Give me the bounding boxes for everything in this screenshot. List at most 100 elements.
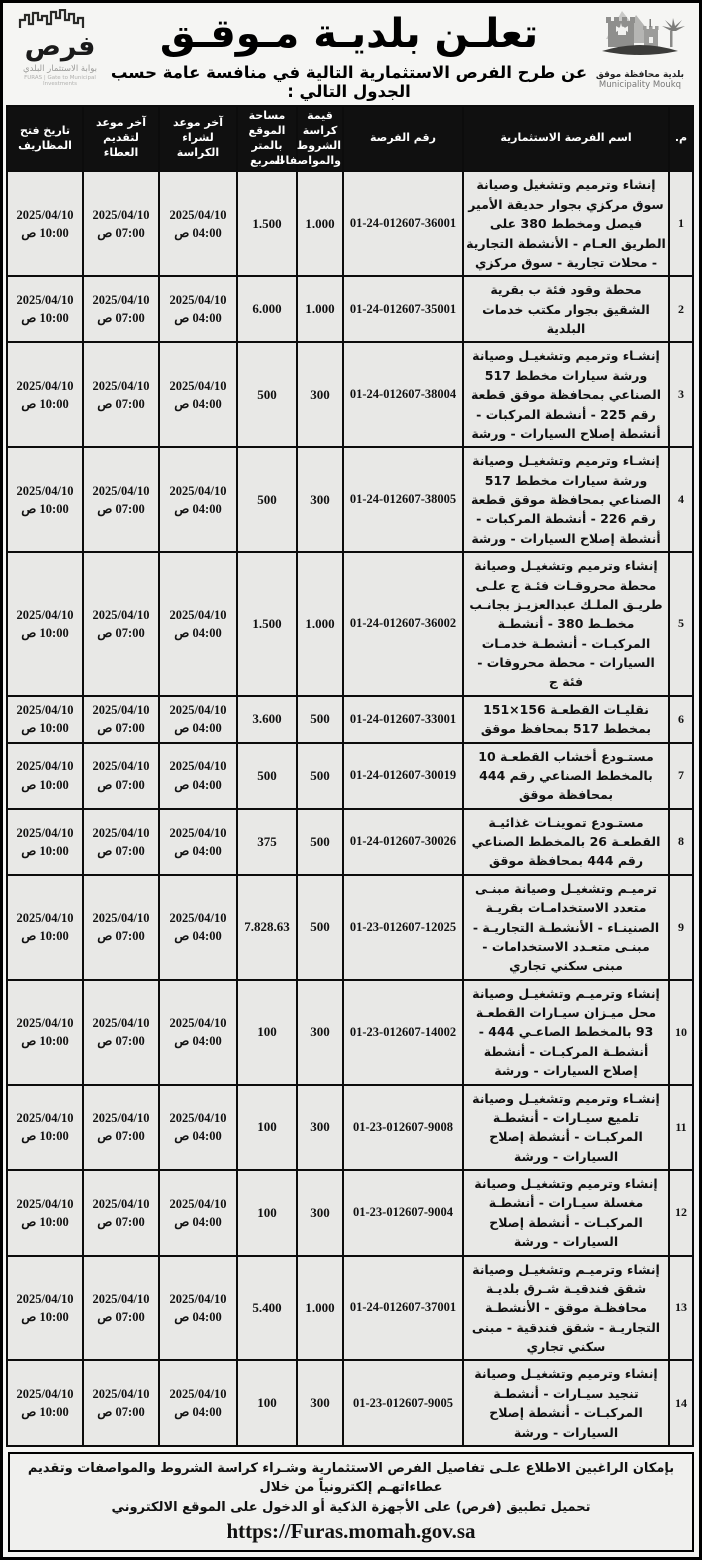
bid-submission-deadline-cell: 2025/04/10 07:00 ص xyxy=(82,170,160,278)
booklet-value-cell: 1.000 xyxy=(296,551,344,697)
deadline-date: 2025/04/10 xyxy=(169,703,227,717)
deadline-time: 10:00 ص xyxy=(21,311,69,326)
col-header-buy-deadline: آخر موعد لشراء الكراسة xyxy=(158,104,238,173)
deadline-time: 10:00 ص xyxy=(21,777,69,792)
deadline-date: 2025/04/10 xyxy=(92,1196,150,1211)
deadline-date: 2025/04/10 xyxy=(16,378,74,393)
deadline-time: 10:00 ص xyxy=(21,721,69,736)
deadline-time: 04:00 ص xyxy=(174,1214,222,1229)
table-row: 8 مستـودع تموينـات غذائيـة القطعـة 26 با… xyxy=(6,807,694,876)
site-area-cell: 1.500 xyxy=(236,551,298,697)
deadline-time: 10:00 ص xyxy=(21,501,69,516)
table-row: 11 إنشـاء وترميم وتشغيـل وصيانة تلميع سي… xyxy=(6,1083,694,1171)
booklet-purchase-deadline-cell: 2025/04/10 04:00 ص xyxy=(158,1169,238,1257)
site-area-cell: 100 xyxy=(236,1359,298,1447)
envelope-opening-date-cell: 2025/04/10 10:00 ص xyxy=(6,807,84,876)
booklet-purchase-deadline-cell: 2025/04/10 04:00 ص xyxy=(158,978,238,1086)
table-row: 9 ترميـم وتشغيـل وصيانة مبنـى متعدد الاس… xyxy=(6,873,694,981)
bid-submission-deadline-cell: 2025/04/10 07:00 ص xyxy=(82,807,160,876)
site-area-cell: 500 xyxy=(236,341,298,449)
municipality-name-en: Municipality Moukq xyxy=(598,79,682,90)
deadline-time: 04:00 ص xyxy=(174,625,222,640)
opportunity-number-cell: 01-23-012607-9004 xyxy=(342,1169,464,1257)
site-area-cell: 500 xyxy=(236,446,298,554)
opportunity-number-cell: 01-23-012607-14002 xyxy=(342,978,464,1086)
row-number-cell: 8 xyxy=(668,807,694,876)
opportunity-number-cell: 01-24-012607-35001 xyxy=(342,275,464,344)
bid-submission-deadline-cell: 2025/04/10 07:00 ص xyxy=(82,446,160,554)
deadline-time: 04:00 ص xyxy=(174,929,222,944)
deadline-date: 2025/04/10 xyxy=(169,483,227,498)
deadline-date: 2025/04/10 xyxy=(169,825,227,840)
opportunity-number-cell: 01-23-012607-9008 xyxy=(342,1083,464,1171)
site-area-cell: 7.828.63 xyxy=(236,873,298,981)
deadline-time: 10:00 ص xyxy=(21,1214,69,1229)
envelope-opening-date-cell: 2025/04/10 10:00 ص xyxy=(6,1254,84,1362)
deadline-time: 10:00 ص xyxy=(21,625,69,640)
deadline-date: 2025/04/10 xyxy=(169,1015,227,1030)
opportunity-name-cell: نقليـات القطعـة 156×151 بمخطط 517 بمحافظ… xyxy=(462,694,670,744)
envelope-opening-date-cell: 2025/04/10 10:00 ص xyxy=(6,341,84,449)
site-area-cell: 500 xyxy=(236,741,298,810)
deadline-time: 04:00 ص xyxy=(174,1034,222,1049)
deadline-date: 2025/04/10 xyxy=(92,825,150,840)
deadline-time: 10:00 ص xyxy=(21,843,69,858)
opportunity-name-cell: مستـودع أخشاب القطعـة 10 بالمخطط الصناعي… xyxy=(462,741,670,810)
opportunity-name-cell: إنشـاء وترميم وتشغيـل وصيانة تلميع سيـار… xyxy=(462,1083,670,1171)
row-number-cell: 6 xyxy=(668,694,694,744)
envelope-opening-date-cell: 2025/04/10 10:00 ص xyxy=(6,551,84,697)
bid-submission-deadline-cell: 2025/04/10 07:00 ص xyxy=(82,275,160,344)
masthead: بلدية محافظة موقق Municipality Moukq تعل… xyxy=(8,7,694,105)
col-header-name: اسم الفرصة الاستثمارية xyxy=(462,104,670,173)
deadline-date: 2025/04/10 xyxy=(169,1387,227,1401)
furas-tagline-ar: بوابة الاستثمار البلدي xyxy=(23,64,97,74)
booklet-value-cell: 1.000 xyxy=(296,275,344,344)
col-header-area: مساحة الموقع بالمتر المربع xyxy=(236,104,298,173)
booklet-value-cell: 300 xyxy=(296,341,344,449)
deadline-time: 10:00 ص xyxy=(21,396,69,411)
booklet-value-cell: 1.000 xyxy=(296,170,344,278)
bid-submission-deadline-cell: 2025/04/10 07:00 ص xyxy=(82,694,160,744)
deadline-time: 07:00 ص xyxy=(97,1129,145,1144)
furas-logo: فرص بوابة الاستثمار البلدي FURAS | Gate … xyxy=(10,8,110,87)
deadline-time: 04:00 ص xyxy=(174,1405,222,1420)
municipality-logo: بلدية محافظة موقق Municipality Moukq xyxy=(588,9,692,90)
page-subtitle: عن طرح الفرص الاستثمارية التالية في مناف… xyxy=(110,63,588,101)
envelope-opening-date-cell: 2025/04/10 10:00 ص xyxy=(6,1359,84,1447)
deadline-date: 2025/04/10 xyxy=(92,293,150,308)
table-row: 3 إنشـاء وترميم وتشغيـل وصيانة ورشة سيار… xyxy=(6,341,694,449)
deadline-time: 04:00 ص xyxy=(174,396,222,411)
table-row: 13 إنشاء وترميـم وتشغيـل وصيانة شقق فندق… xyxy=(6,1254,694,1362)
municipality-name-ar: بلدية محافظة موقق xyxy=(595,70,685,80)
deadline-date: 2025/04/10 xyxy=(16,207,74,222)
opportunity-number-cell: 01-24-012607-30019 xyxy=(342,741,464,810)
deadline-time: 04:00 ص xyxy=(174,225,222,240)
opportunities-table: م. اسم الفرصة الاستثمارية رقم الفرصة قيم… xyxy=(6,104,694,1447)
table-row: 5 إنشاء وترميم وتشغيـل وصيانة محطة محروق… xyxy=(6,551,694,697)
deadline-time: 10:00 ص xyxy=(21,1309,69,1324)
deadline-time: 10:00 ص xyxy=(21,225,69,240)
site-area-cell: 375 xyxy=(236,807,298,876)
deadline-date: 2025/04/10 xyxy=(16,483,74,498)
booklet-purchase-deadline-cell: 2025/04/10 04:00 ص xyxy=(158,170,238,278)
site-area-cell: 1.500 xyxy=(236,170,298,278)
col-header-value: قيمة كراسة الشروط والمواصفات xyxy=(274,104,344,173)
deadline-date: 2025/04/10 xyxy=(16,1015,74,1030)
deadline-date: 2025/04/10 xyxy=(169,1111,227,1126)
deadline-date: 2025/04/10 xyxy=(92,1111,150,1126)
booklet-value-cell: 500 xyxy=(296,873,344,981)
deadline-date: 2025/04/10 xyxy=(92,703,150,717)
deadline-date: 2025/04/10 xyxy=(16,911,74,926)
deadline-date: 2025/04/10 xyxy=(92,1015,150,1030)
row-number-cell: 12 xyxy=(668,1169,694,1257)
booklet-purchase-deadline-cell: 2025/04/10 04:00 ص xyxy=(158,741,238,810)
deadline-time: 07:00 ص xyxy=(97,311,145,326)
bid-submission-deadline-cell: 2025/04/10 07:00 ص xyxy=(82,741,160,810)
opportunity-number-cell: 01-24-012607-36001 xyxy=(342,170,464,278)
deadline-date: 2025/04/10 xyxy=(92,607,150,622)
deadline-time: 07:00 ص xyxy=(97,396,145,411)
row-number-cell: 13 xyxy=(668,1254,694,1362)
deadline-date: 2025/04/10 xyxy=(169,378,227,393)
deadline-date: 2025/04/10 xyxy=(16,1196,74,1211)
